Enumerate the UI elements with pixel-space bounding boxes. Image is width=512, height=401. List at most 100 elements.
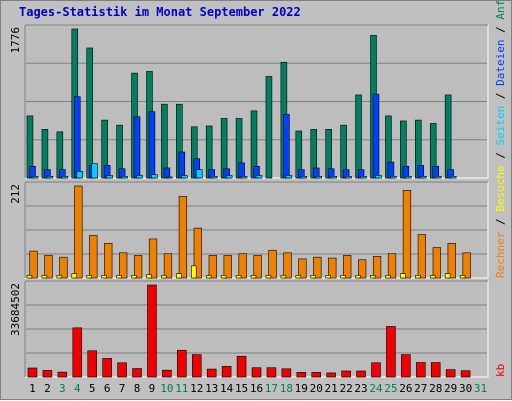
bar-requests-seiten-day-29 (449, 176, 457, 179)
bar-requests-anfragen-day-17 (265, 76, 273, 179)
bar-visits-besuche-day-3 (56, 275, 63, 279)
bar-visits-besuche-day-6 (101, 275, 107, 279)
bar-kb-kb-day-2 (42, 370, 53, 378)
x-tick-label-day-29: 29 (444, 382, 457, 395)
bar-visits-besuche-day-26 (400, 273, 406, 279)
bar-visits-besuche-day-19 (295, 275, 302, 279)
x-tick-label-day-27: 27 (414, 382, 427, 395)
bar-requests-anfragen-day-5 (86, 47, 93, 179)
bar-requests-seiten-day-15 (240, 176, 248, 179)
legend-item-kb: kb (494, 364, 507, 377)
bar-kb-kb-day-17 (266, 367, 277, 378)
bar-visits-besuche-day-2 (41, 275, 48, 279)
bar-kb-kb-day-4 (72, 327, 83, 378)
bar-kb-kb-day-21 (326, 372, 336, 378)
bar-visits-rechner-day-8 (133, 255, 143, 279)
bar-requests-dateien-day-18 (283, 113, 290, 179)
x-tick-label-day-28: 28 (429, 382, 442, 395)
bar-requests-dateien-day-8 (133, 116, 141, 179)
bar-kb-kb-day-26 (401, 354, 411, 378)
bar-requests-seiten-day-19 (300, 176, 308, 179)
bar-requests-anfragen-day-23 (355, 94, 362, 179)
bar-visits-besuche-day-30 (459, 275, 466, 279)
x-tick-label-day-1: 1 (29, 382, 36, 395)
bar-visits-besuche-day-16 (250, 275, 257, 279)
x-tick-label-day-20: 20 (310, 382, 323, 395)
bar-visits-besuche-day-14 (220, 275, 227, 279)
bar-requests-seiten-day-28 (434, 176, 442, 179)
legend-separator: / (494, 86, 507, 106)
bar-requests-anfragen-day-29 (444, 94, 452, 179)
bar-visits-besuche-day-15 (235, 275, 242, 279)
bar-requests-seiten-day-3 (61, 176, 69, 179)
bar-requests-seiten-day-9 (151, 174, 158, 179)
x-tick-label-day-24: 24 (369, 382, 383, 395)
bar-visits-rechner-day-2 (44, 255, 53, 279)
bar-visits-besuche-day-24 (370, 275, 376, 279)
x-tick-label-day-30: 30 (459, 382, 472, 395)
bar-visits-besuche-day-11 (176, 273, 182, 279)
bar-visits-rechner-day-1 (29, 250, 38, 279)
bar-requests-dateien-day-11 (178, 151, 186, 179)
bar-kb-kb-day-25 (386, 326, 396, 378)
bar-kb-kb-day-3 (57, 371, 68, 378)
bar-kb-kb-day-16 (251, 367, 262, 378)
bar-requests-seiten-day-26 (405, 176, 412, 179)
bar-visits-rechner-day-29 (447, 242, 456, 279)
legend-item-rechner: Rechner (494, 231, 507, 278)
bar-kb-kb-day-24 (371, 362, 381, 378)
bar-kb-kb-day-15 (236, 355, 247, 378)
x-tick-label-day-7: 7 (119, 382, 126, 395)
bar-requests-seiten-day-21 (330, 176, 337, 179)
bar-kb-kb-day-11 (177, 349, 187, 378)
bar-visits-besuche-day-4 (71, 273, 78, 279)
bar-requests-seiten-day-18 (285, 175, 293, 179)
chart-title: Tages-Statistik im Monat September 2022 (19, 5, 301, 19)
bar-requests-seiten-day-2 (46, 176, 54, 179)
bar-visits-besuche-day-18 (280, 275, 287, 279)
bar-visits-besuche-day-22 (340, 275, 346, 279)
bar-requests-seiten-day-25 (390, 176, 397, 179)
bar-kb-kb-day-8 (132, 368, 142, 378)
bar-visits-rechner-day-4 (74, 185, 83, 279)
bar-requests-seiten-day-1 (31, 176, 39, 179)
bar-visits-besuche-day-17 (265, 275, 272, 279)
bar-kb-kb-day-18 (281, 368, 292, 378)
x-tick-label-day-16: 16 (250, 382, 263, 395)
bar-visits-rechner-day-23 (358, 259, 367, 279)
bar-visits-besuche-day-20 (310, 275, 316, 279)
x-tick-label-day-4: 4 (74, 382, 81, 395)
x-tick-label-day-18: 18 (280, 382, 293, 395)
x-tick-label-day-8: 8 (134, 382, 141, 395)
bar-visits-besuche-day-29 (444, 273, 451, 279)
bar-visits-rechner-day-20 (313, 256, 322, 279)
legend-item-seiten: Seiten (494, 106, 507, 146)
bar-visits-besuche-day-25 (385, 275, 391, 279)
bar-requests-seiten-day-13 (210, 176, 218, 179)
bar-kb-kb-day-10 (162, 369, 172, 378)
x-tick-label-day-31: 31 (474, 382, 487, 395)
bar-requests-seiten-day-20 (315, 176, 323, 179)
bar-kb-kb-day-22 (341, 370, 351, 378)
bar-requests-seiten-day-6 (106, 175, 113, 179)
bar-visits-rechner-day-18 (283, 252, 292, 279)
bar-visits-besuche-day-23 (355, 275, 361, 279)
x-tick-label-day-13: 13 (205, 382, 218, 395)
bar-visits-rechner-day-15 (238, 253, 247, 279)
bar-kb-kb-day-13 (206, 368, 217, 378)
panel-requests-max-label: 1776 (9, 27, 22, 54)
x-tick-label-day-19: 19 (295, 382, 308, 395)
bar-kb-kb-day-1 (27, 367, 38, 378)
bar-requests-dateien-day-15 (238, 162, 245, 179)
bar-visits-rechner-day-14 (223, 255, 232, 279)
bar-visits-rechner-day-10 (163, 253, 173, 279)
bar-kb-kb-day-6 (102, 358, 112, 378)
bar-requests-seiten-day-22 (345, 176, 352, 179)
bar-visits-rechner-day-5 (89, 235, 98, 279)
bar-visits-rechner-day-28 (432, 247, 441, 279)
legend-separator: / (494, 146, 507, 166)
legend-item-anfragen: Anfragen (494, 1, 507, 20)
x-tick-label-day-10: 10 (160, 382, 173, 395)
bar-visits-rechner-day-30 (462, 252, 471, 279)
